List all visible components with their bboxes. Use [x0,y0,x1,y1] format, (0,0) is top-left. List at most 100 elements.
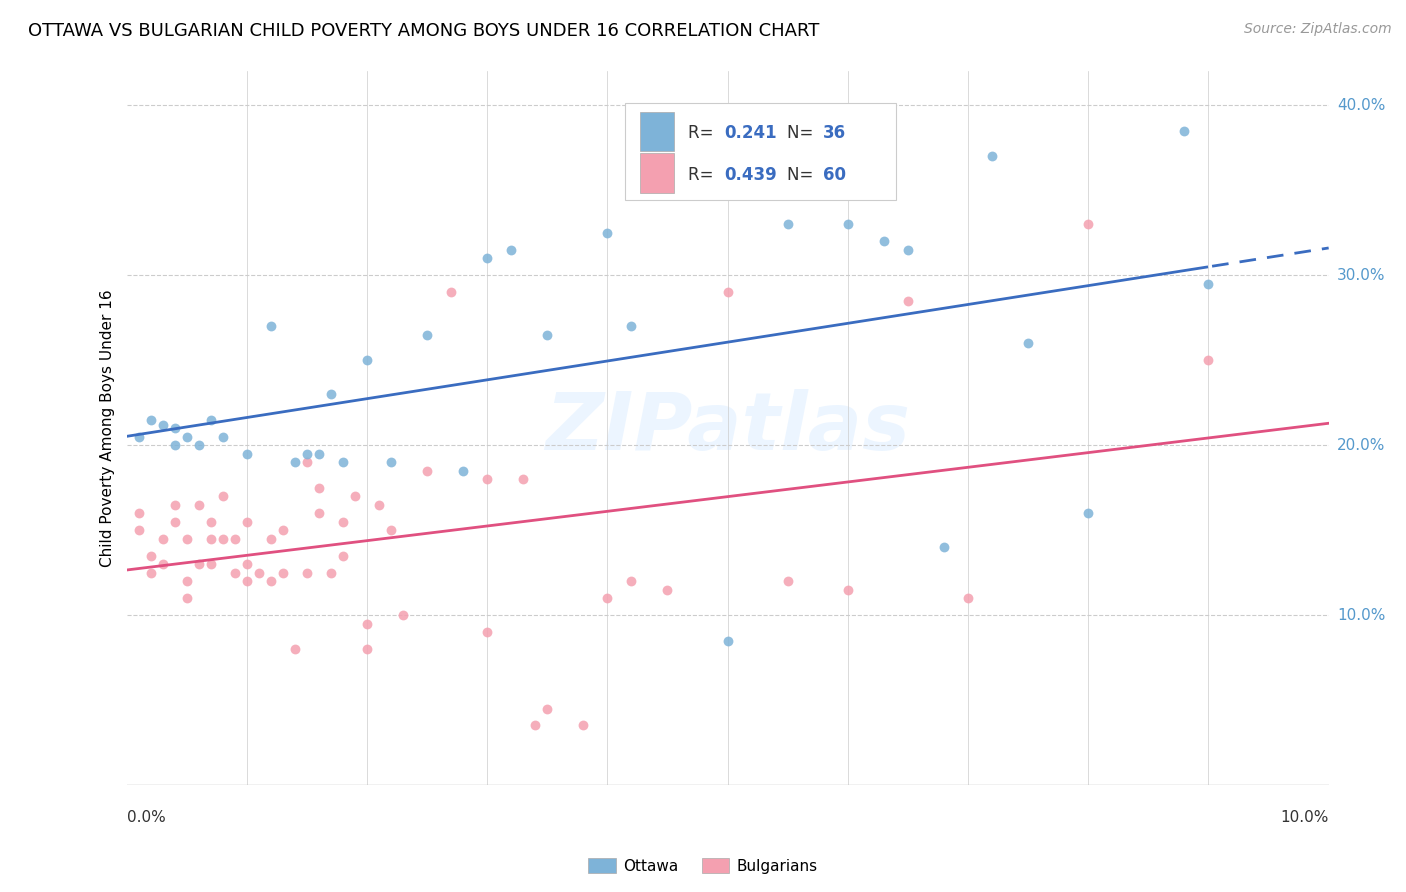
Point [295,447,318,461]
Point [776,217,799,231]
Point [572,718,595,732]
Text: ZIPatlas: ZIPatlas [546,389,910,467]
Point [271,566,294,580]
Point [200,515,222,529]
Point [416,464,439,478]
Point [475,252,498,266]
Text: 40.0%: 40.0% [1337,98,1385,113]
Point [536,701,558,715]
Point [211,532,233,546]
Y-axis label: Child Poverty Among Boys Under 16: Child Poverty Among Boys Under 16 [100,289,115,567]
Point [235,515,259,529]
Point [956,591,979,605]
Point [343,489,366,503]
Point [187,438,209,452]
Point [837,582,859,597]
Point [1197,353,1219,368]
Text: OTTAWA VS BULGARIAN CHILD POVERTY AMONG BOYS UNDER 16 CORRELATION CHART: OTTAWA VS BULGARIAN CHILD POVERTY AMONG … [28,22,820,40]
Point [235,557,259,571]
Point [897,243,920,257]
Point [332,515,354,529]
Point [981,149,1004,163]
Text: 10.0%: 10.0% [1281,810,1329,825]
Point [235,447,259,461]
Point [211,430,233,444]
Point [319,566,342,580]
Point [187,557,209,571]
Point [368,498,391,512]
Point [319,387,342,401]
Point [308,506,330,520]
Point [776,574,799,588]
Point [295,455,318,469]
Point [932,540,955,554]
Point [260,574,283,588]
Point [260,532,283,546]
Point [152,557,174,571]
Point [211,489,233,503]
Text: 30.0%: 30.0% [1337,268,1385,283]
Bar [640,112,673,152]
Point [451,464,474,478]
Point [247,566,270,580]
Text: 0.0%: 0.0% [127,810,166,825]
Point [176,591,198,605]
Point [356,616,378,631]
Point [380,455,402,469]
Point [501,243,523,257]
Point [176,430,198,444]
Point [128,430,150,444]
Text: 0.241: 0.241 [724,125,776,143]
Point [260,319,283,334]
Point [356,642,378,657]
Point [271,523,294,537]
Point [657,582,679,597]
Point [620,574,643,588]
Text: N=: N= [786,125,818,143]
Point [163,515,186,529]
Point [475,625,498,640]
Point [295,566,318,580]
Point [152,532,174,546]
Point [152,417,174,432]
Point [596,226,619,240]
Point [200,412,222,426]
Point [1017,336,1039,351]
Text: 20.0%: 20.0% [1337,438,1385,452]
Point [128,506,150,520]
Point [187,498,209,512]
Point [224,566,246,580]
Point [380,523,402,537]
Text: R=: R= [688,125,718,143]
Point [308,481,330,495]
Point [163,498,186,512]
Point [392,608,415,623]
Point [1197,277,1219,291]
Point [897,293,920,308]
Point [284,642,307,657]
Point [224,532,246,546]
Point [1173,124,1195,138]
Point [332,549,354,563]
Point [1077,217,1099,231]
Point [536,327,558,342]
Text: 10.0%: 10.0% [1337,607,1385,623]
Text: R=: R= [688,166,718,184]
Point [524,718,547,732]
Point [139,566,162,580]
Point [163,438,186,452]
FancyBboxPatch shape [626,103,896,200]
Point [716,633,740,648]
Point [596,591,619,605]
Point [475,472,498,486]
Text: 0.439: 0.439 [724,166,776,184]
Point [235,574,259,588]
Point [139,412,162,426]
Point [440,285,463,300]
Point [284,455,307,469]
Point [416,327,439,342]
Point [356,353,378,368]
Legend: Ottawa, Bulgarians: Ottawa, Bulgarians [582,852,824,880]
Point [200,532,222,546]
Text: Source: ZipAtlas.com: Source: ZipAtlas.com [1244,22,1392,37]
